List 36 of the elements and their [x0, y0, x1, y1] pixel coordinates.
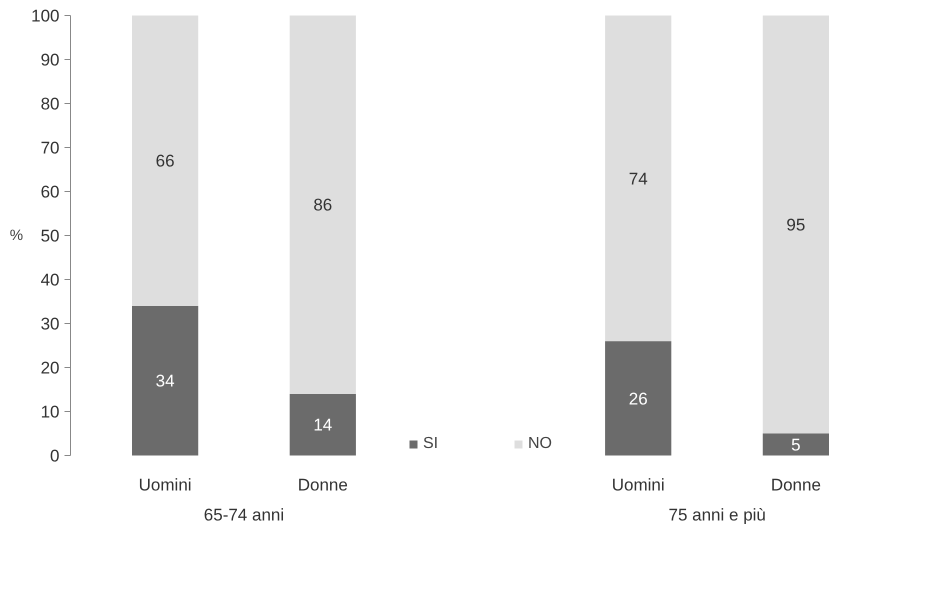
x-tick-label: Donne: [770, 476, 821, 494]
data-label: 5: [791, 436, 801, 454]
bar: [290, 394, 356, 456]
bar: [762, 434, 829, 456]
text: 75 anni e più: [668, 506, 766, 524]
y-axis-title: %: [10, 227, 24, 244]
data-label: 95: [786, 216, 806, 234]
bar: [132, 306, 198, 456]
text: 65-74 anni: [204, 506, 284, 524]
x-tick-label: Donne: [298, 476, 348, 494]
y-tick-label: 30: [40, 314, 60, 334]
legend-label: SI: [423, 435, 440, 453]
bar: [290, 16, 356, 394]
y-tick-label: 80: [40, 94, 60, 114]
data-label: 74: [628, 169, 648, 188]
y-tick-label: 70: [40, 138, 60, 158]
data-label: 66: [156, 152, 175, 171]
data-label: 14: [313, 416, 332, 435]
y-tick-label: 100: [31, 6, 60, 26]
bar: [132, 16, 198, 306]
y-tick-label: 90: [40, 50, 60, 70]
y-tick-label: 40: [40, 270, 60, 290]
legend-label: NO: [528, 435, 552, 453]
x-tick-label: Uomini: [612, 476, 665, 494]
y-tick-label: 20: [40, 358, 60, 378]
x-tick-label: Uomini: [138, 476, 192, 494]
y-tick-label: 0: [50, 446, 60, 466]
bar: [605, 16, 672, 342]
data-label: 26: [628, 389, 648, 408]
data-label: 34: [156, 372, 175, 391]
bar: [605, 341, 672, 456]
bar: [762, 16, 829, 434]
y-tick-label: 50: [40, 226, 60, 246]
y-tick-label: 60: [40, 182, 60, 202]
data-label: 86: [313, 196, 332, 215]
y-tick-label: 10: [40, 402, 60, 422]
